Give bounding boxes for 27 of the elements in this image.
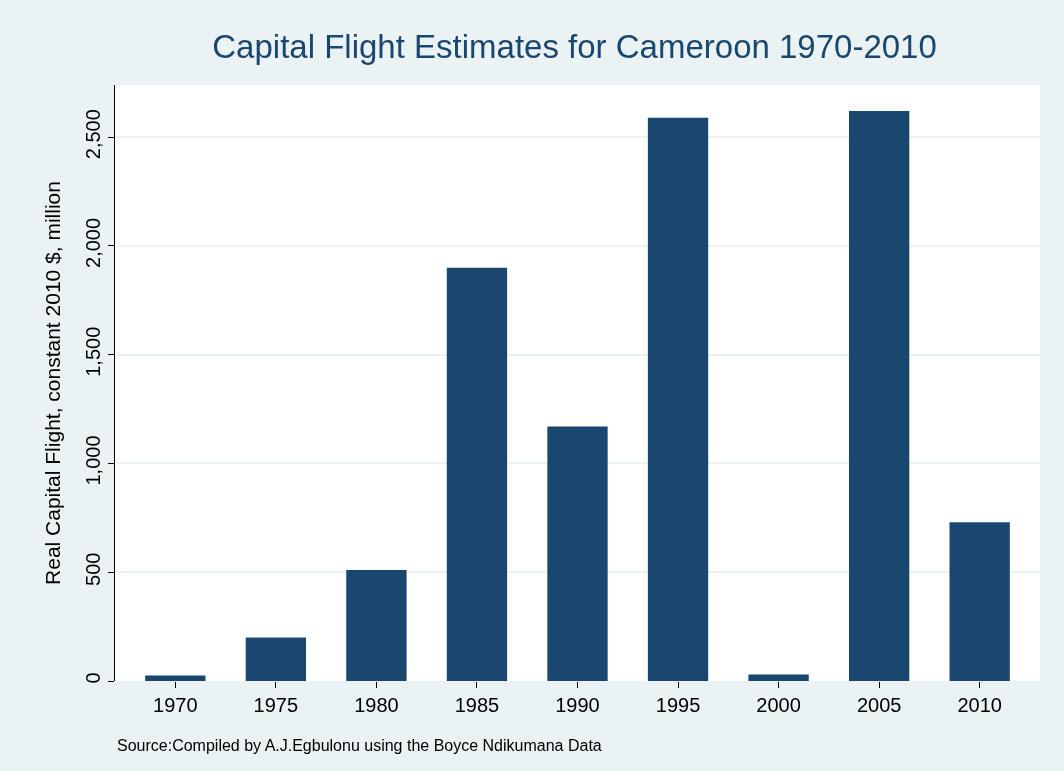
bar — [547, 426, 608, 681]
x-tick-label: 1990 — [555, 694, 600, 716]
bar — [647, 117, 709, 681]
bar — [446, 267, 508, 681]
y-tick-label: 2,000 — [82, 217, 104, 268]
x-tick-label: 1995 — [655, 694, 701, 716]
chart-title: Capital Flight Estimates for Cameroon 1970-2010 — [212, 27, 937, 65]
bar — [748, 674, 809, 681]
x-tick-label: 2010 — [957, 694, 1002, 716]
bar — [245, 637, 307, 681]
x-tick-label: 2000 — [756, 694, 801, 716]
y-tick-label: 2,500 — [82, 109, 104, 160]
x-tick-label: 2005 — [856, 694, 902, 716]
y-tick-label: 500 — [82, 552, 104, 586]
bar — [949, 522, 1010, 681]
x-tick-label: 1970 — [153, 694, 198, 716]
x-tick-label: 1985 — [454, 694, 500, 716]
bar — [346, 570, 407, 681]
bar — [145, 675, 206, 681]
x-tick-label: 1975 — [253, 694, 299, 716]
y-tick-label: 1,000 — [82, 435, 104, 486]
y-axis-title: Real Capital Flight, constant 2010 $, million — [41, 181, 65, 585]
bar — [848, 111, 910, 681]
y-tick-label: 0 — [82, 672, 104, 684]
x-tick-label: 1980 — [354, 694, 399, 716]
source-note: Source:Compiled by A.J.Egbulonu using the Boyce Ndikumana Data — [117, 737, 602, 754]
y-tick-label: 1,500 — [82, 326, 104, 377]
